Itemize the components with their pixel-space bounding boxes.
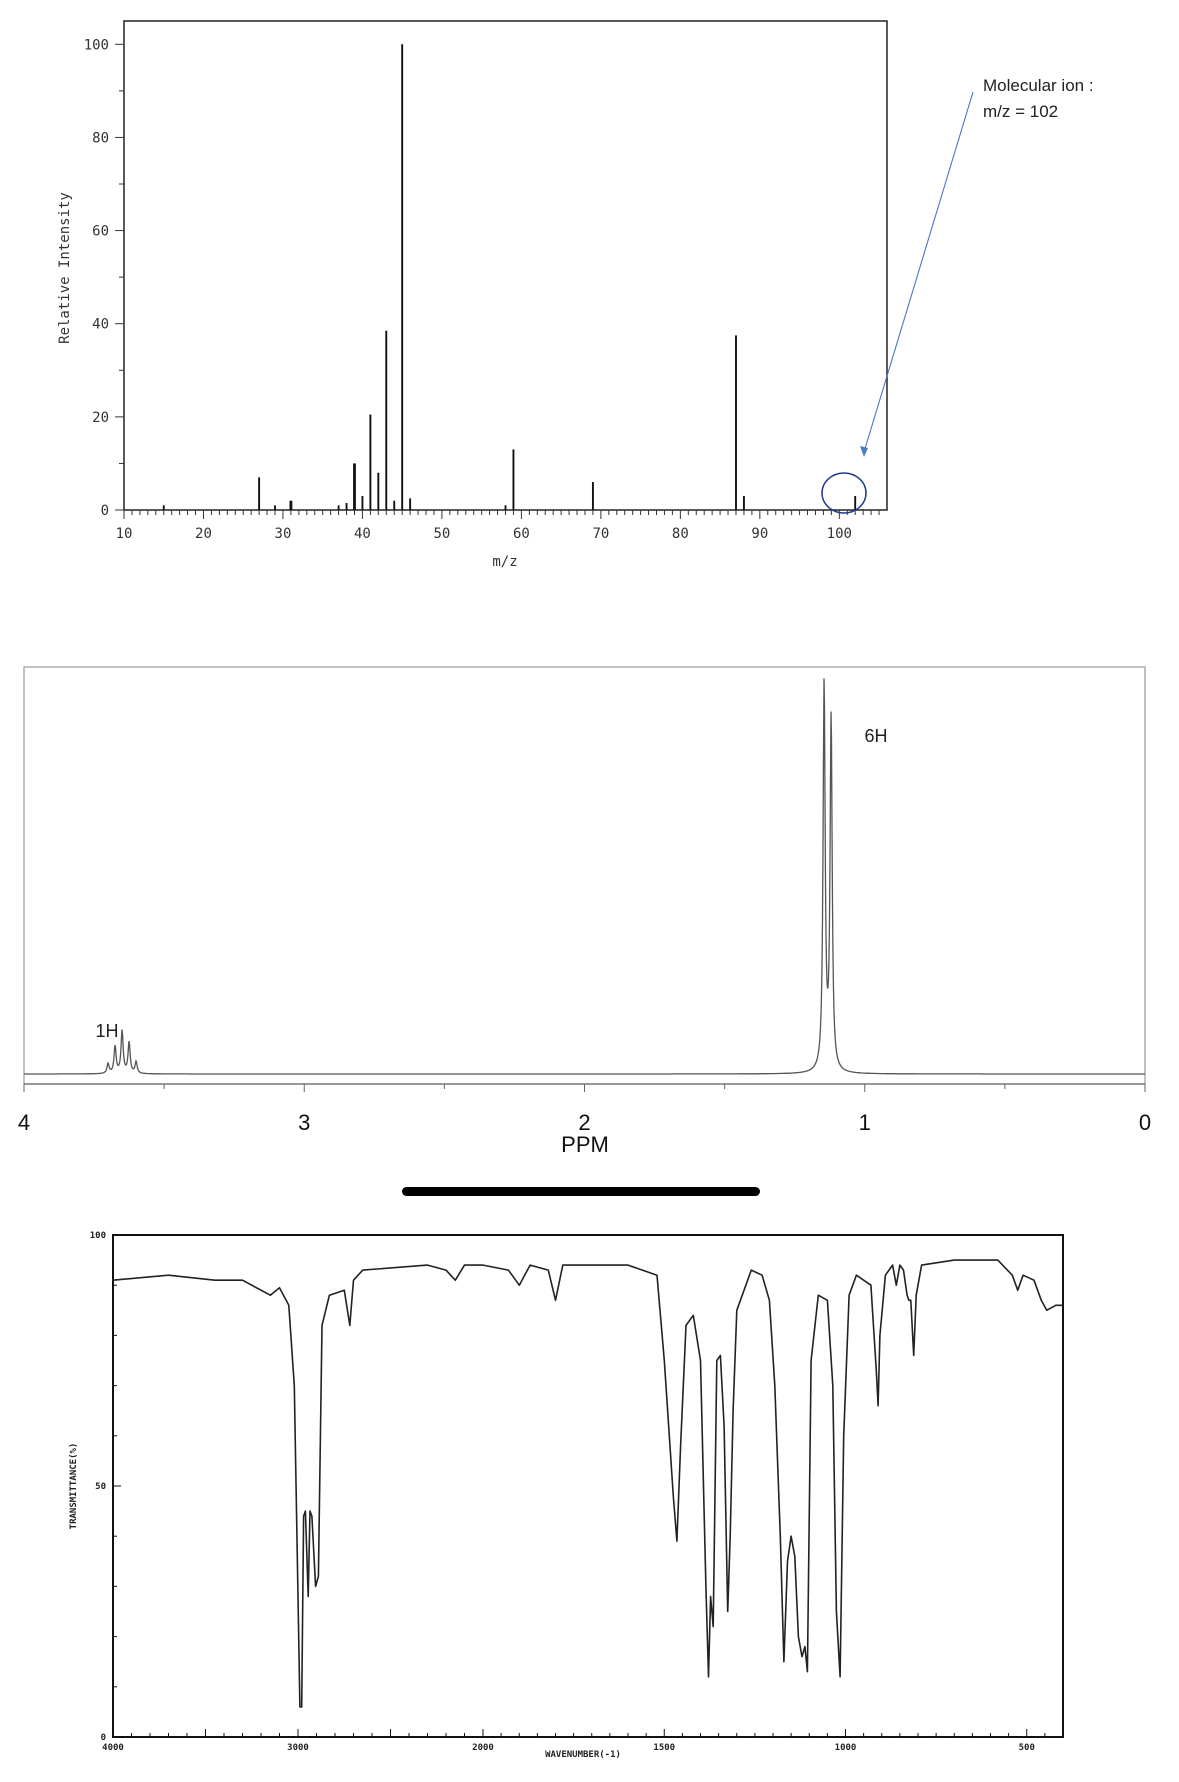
ms-x-tick-label: 30 (275, 526, 292, 542)
ms-y-tick-label: 60 (92, 224, 109, 240)
nmr-integration-label-1h: 1H (95, 1021, 118, 1041)
ir-y-tick-label: 0 (101, 1733, 106, 1743)
ir-y-tick-labels: 0 50 100 (90, 1231, 106, 1743)
section-divider (402, 1187, 760, 1196)
nmr-ticks (23, 1084, 1146, 1092)
ms-y-axis-label: Relative Intensity (57, 192, 73, 344)
ir-x-axis-label: WAVENUMBER(-1) (545, 1750, 621, 1760)
ms-y-tick-label: 20 (92, 410, 109, 426)
nmr-x-tick-label: 3 (298, 1110, 310, 1135)
ms-x-tick-label: 40 (354, 526, 371, 542)
ir-y-tick-label: 50 (95, 1482, 106, 1492)
ms-y-tick-label: 0 (101, 503, 109, 519)
ms-x-axis-label: m/z (492, 554, 517, 570)
ms-x-tick-label: 20 (195, 526, 212, 542)
ms-x-tick-label: 100 (827, 526, 852, 542)
nmr-integration-label-6h: 6H (864, 726, 887, 746)
nmr-x-axis-label: PPM (561, 1132, 609, 1157)
ms-bars (162, 44, 857, 510)
molecular-ion-circle (821, 472, 867, 514)
ms-x-tick-label: 10 (116, 526, 133, 542)
nmr-x-tick-label: 2 (578, 1110, 590, 1135)
ms-y-tick-label: 100 (84, 37, 109, 53)
ir-x-tick-label: 500 (1019, 1743, 1035, 1753)
ir-y-axis-label: TRANSMITTANCE(%) (69, 1443, 79, 1530)
ms-plot-frame (123, 20, 888, 511)
ms-y-tick-labels: 0 20 40 60 80 100 (84, 37, 109, 519)
annotation-line-2: m/z = 102 (983, 102, 1058, 121)
ms-y-tick-label: 40 (92, 317, 109, 333)
ms-x-tick-label: 50 (433, 526, 450, 542)
ms-ticks (115, 43, 880, 519)
ir-spectrum: 4000 3000 2000 1500 1000 500 0 50 100 WAVENUMBE… (69, 1231, 1064, 1760)
ir-x-tick-label: 1500 (653, 1743, 675, 1753)
ms-x-tick-label: 70 (592, 526, 609, 542)
ir-ticks (112, 1234, 1064, 1738)
mass-spectrum: 10 20 30 40 50 60 70 80 90 100 0 20 40 60 80 100 m/z R… (57, 20, 1094, 570)
ms-y-tick-label: 80 (92, 130, 109, 146)
annotation-arrow-line (863, 91, 974, 453)
nmr-plot-frame (23, 666, 1146, 1085)
nmr-integration-labels: 1H 6H (95, 726, 887, 1041)
nmr-trace (24, 678, 1145, 1075)
ms-x-tick-label: 80 (672, 526, 689, 542)
ir-x-tick-label: 4000 (102, 1743, 124, 1753)
ir-plot-frame (112, 1234, 1064, 1738)
ir-y-tick-label: 100 (90, 1231, 106, 1241)
nmr-x-tick-label: 1 (859, 1110, 871, 1135)
annotation-line-1: Molecular ion : (983, 76, 1094, 95)
annotation-arrow-head (860, 446, 868, 457)
ir-x-tick-label: 1000 (835, 1743, 857, 1753)
ir-trace (112, 1259, 1063, 1708)
nmr-spectrum: 4 3 2 1 0 1H 6H PPM (18, 666, 1151, 1157)
ir-x-tick-labels: 4000 3000 2000 1500 1000 500 (102, 1743, 1035, 1753)
nmr-x-tick-label: 0 (1139, 1110, 1151, 1135)
ms-x-tick-label: 60 (513, 526, 530, 542)
nmr-x-tick-label: 4 (18, 1110, 30, 1135)
ir-x-tick-label: 2000 (472, 1743, 494, 1753)
ms-x-tick-label: 90 (751, 526, 768, 542)
ms-x-tick-labels: 10 20 30 40 50 60 70 80 90 100 (116, 526, 852, 542)
nmr-x-tick-labels: 4 3 2 1 0 (18, 1110, 1151, 1135)
ir-x-tick-label: 3000 (287, 1743, 309, 1753)
